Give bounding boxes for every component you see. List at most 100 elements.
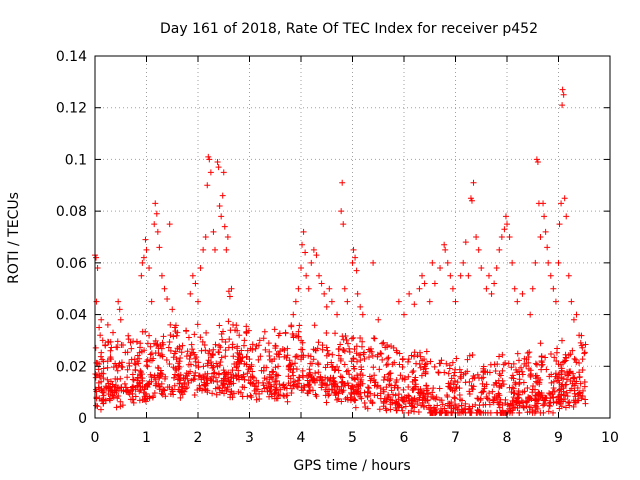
data-point [205,153,212,160]
background-point [198,376,205,383]
background-point [129,384,136,391]
background-point [208,377,215,384]
background-point [546,373,553,380]
background-point [521,360,528,367]
background-point [466,390,473,397]
y-tick-label: 0.02 [56,359,87,375]
background-point [556,405,563,412]
data-point [552,298,559,305]
data-point [467,195,474,202]
data-point [326,285,333,292]
background-point [348,382,355,389]
background-point [323,399,330,406]
data-point [511,285,518,292]
background-point [288,323,295,330]
background-point [395,391,402,398]
data-point [98,316,105,323]
background-point [264,388,271,395]
background-point [281,353,288,360]
background-point [422,361,429,368]
background-point [202,382,209,389]
background-point [547,351,554,358]
background-point [348,391,355,398]
background-point [208,373,215,380]
background-point [256,395,263,402]
background-point [466,378,473,385]
background-point [281,384,288,391]
background-point [555,371,562,378]
background-point [515,357,522,364]
data-point [488,290,495,297]
x-tick-label: 6 [400,430,409,446]
background-point [553,358,560,365]
background-point [328,386,335,393]
background-point [204,362,211,369]
background-point [343,368,350,375]
background-point [93,394,100,401]
x-tick-label: 8 [503,430,512,446]
background-point [182,375,189,382]
background-point [495,401,502,408]
background-point [174,345,181,352]
background-point [132,361,139,368]
background-point [380,339,387,346]
background-point [166,360,173,367]
background-point [284,345,291,352]
background-point [348,385,355,392]
background-point [581,383,588,390]
background-point [216,322,223,329]
background-point [338,383,345,390]
background-point [542,354,549,361]
background-point [241,360,248,367]
background-point [474,371,481,378]
background-point [550,409,557,416]
background-point [430,385,437,392]
background-point [562,351,569,358]
data-point [292,298,299,305]
background-point [112,360,119,367]
background-point [210,364,217,371]
background-point [579,367,586,374]
background-point [306,378,313,385]
background-point [483,393,490,400]
background-point [518,364,525,371]
data-points [92,86,589,416]
background-point [216,342,223,349]
background-point [384,361,391,368]
x-tick-label: 7 [451,430,460,446]
background-point [388,343,395,350]
data-point [290,311,297,318]
background-point [529,406,536,413]
background-point [314,360,321,367]
background-point [457,373,464,380]
data-point [323,303,330,310]
background-point [307,353,314,360]
background-point [377,390,384,397]
data-point [533,156,540,163]
x-tick-label: 4 [297,430,306,446]
background-point [466,388,473,395]
background-point [551,354,558,361]
background-point [245,366,252,373]
background-point [177,371,184,378]
background-point [413,360,420,367]
data-point [169,306,176,313]
background-point [491,393,498,400]
background-point [576,359,583,366]
background-point [310,375,317,382]
data-point [228,285,235,292]
background-point [376,366,383,373]
data-point [509,259,516,266]
background-point [332,330,339,337]
background-point [515,391,522,398]
background-point [535,374,542,381]
data-point [102,342,109,349]
background-point [287,361,294,368]
background-point [379,340,386,347]
background-point [272,364,279,371]
background-point [197,385,204,392]
y-tick-label: 0.06 [56,256,87,272]
data-point [151,221,158,228]
background-point [92,344,99,351]
background-point [223,388,230,395]
